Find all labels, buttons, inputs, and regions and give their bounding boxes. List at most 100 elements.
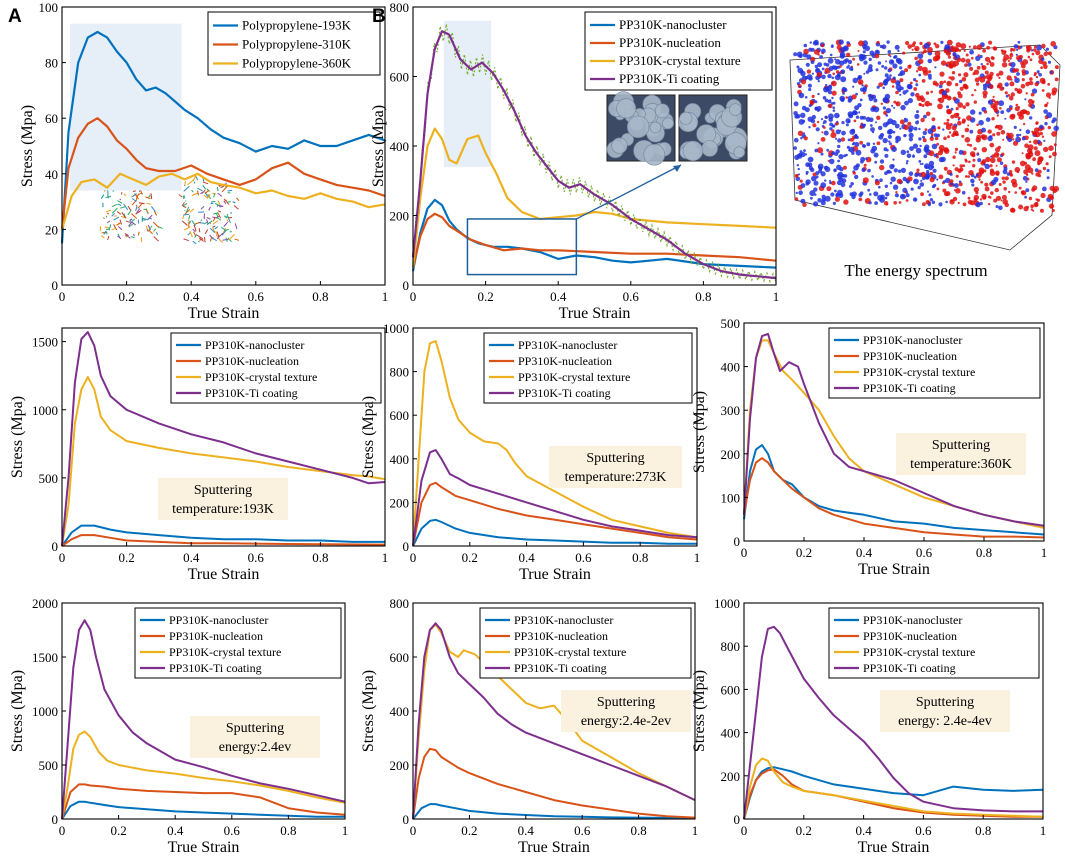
atom-dot [862, 115, 866, 120]
polymer-chain [236, 197, 240, 202]
x-axis-label: True Strain [188, 566, 260, 583]
atom-dot [1000, 199, 1003, 202]
atom-dot [880, 194, 885, 200]
atom-dot [1034, 127, 1040, 133]
polymer-chain [198, 237, 204, 242]
atom-dot [850, 182, 854, 186]
atom-dot [950, 199, 954, 203]
polymer-chain [152, 231, 155, 233]
atom-dot [945, 177, 951, 183]
atom-dot [1020, 63, 1026, 69]
atom-dot [932, 168, 937, 173]
x-tick-label: 1 [342, 823, 349, 838]
atom-dot [848, 146, 855, 153]
atom-dot [1004, 176, 1009, 181]
atom-dot [923, 49, 927, 53]
atom-dot [936, 187, 940, 191]
legend-entry: PP310K-Ti coating [205, 386, 298, 400]
atom-dot [818, 166, 822, 170]
atom-dot [979, 173, 982, 176]
x-axis-label: True Strain [188, 305, 260, 322]
x-tick-label: 0.6 [574, 823, 591, 838]
polymer-chain [153, 210, 158, 216]
y-tick-label: 500 [39, 758, 59, 773]
atom-dot [981, 159, 987, 164]
atom-dot [936, 133, 940, 138]
atom-dot [1019, 128, 1022, 132]
annotation-line: energy:2.4ev [219, 740, 291, 755]
atom-dot [917, 185, 921, 190]
polymer-chain [228, 234, 235, 241]
atom-dot [914, 172, 919, 178]
polymer-chain [212, 227, 216, 233]
atom-dot [894, 44, 900, 50]
atom-dot [996, 114, 999, 117]
atom-dot [973, 186, 979, 193]
atom-dot [809, 41, 812, 44]
atom-dot [928, 70, 932, 74]
x-tick-label: 0.2 [110, 823, 126, 838]
atom-dot [918, 160, 922, 163]
atom-dot [1026, 205, 1029, 209]
atom-dot [916, 110, 919, 114]
polymer-chain [185, 206, 190, 213]
polymer-chain [150, 206, 156, 212]
atom-dot [811, 94, 815, 98]
polymer-chain [223, 198, 230, 205]
y-tick-label: 0 [403, 278, 410, 293]
atom-dot [959, 86, 964, 91]
x-tick-label: 0.6 [224, 823, 241, 838]
atom-dot [1015, 103, 1019, 107]
panel-letter-a: A [8, 6, 22, 27]
polymer-chain [212, 216, 216, 222]
atom-dot [1048, 145, 1054, 151]
atom-dot [811, 72, 815, 75]
y-tick-label: 40 [45, 167, 58, 182]
polymer-chain [214, 226, 218, 230]
atom-dot [999, 86, 1004, 91]
atom-dot [810, 196, 813, 200]
atom-dot [894, 123, 900, 129]
atom-dot [920, 192, 924, 197]
atom-dot [950, 114, 955, 119]
atom-dot [868, 57, 872, 62]
polymer-chain [198, 222, 205, 224]
atom-dot [820, 118, 824, 121]
atom-dot [998, 76, 1001, 79]
polymer-chain [113, 216, 120, 221]
atom-dot [796, 164, 799, 167]
atom-dot [1003, 166, 1008, 171]
atom-dot [811, 175, 817, 182]
atom-dot [988, 75, 993, 80]
series-line-yellow [60, 172, 386, 230]
legend-entry: PP310K-Ti coating [619, 71, 720, 86]
legend-box [828, 607, 1040, 679]
atom-dot [801, 119, 806, 124]
atom-dot [1021, 190, 1027, 196]
atom-dot [945, 121, 950, 126]
atom-dot [968, 170, 974, 176]
x-tick-label: 0.8 [312, 550, 328, 565]
atom-dot [1032, 131, 1037, 136]
atom-dot [994, 101, 999, 106]
polymer-chain [189, 208, 195, 213]
atom-dot [905, 199, 909, 202]
axes-box [61, 6, 386, 286]
y-tick-label: 200 [721, 769, 741, 784]
polymer-chain [182, 196, 186, 198]
atom-dot [868, 201, 872, 205]
x-tick-label: 0 [59, 823, 66, 838]
atom-dot [852, 57, 855, 61]
atom-dot [814, 100, 818, 104]
atom-dot [940, 40, 944, 45]
atom-dot [863, 163, 867, 167]
axes-box [743, 602, 1044, 820]
grain [662, 117, 674, 130]
legend-entry: PP310K-Ti coating [169, 661, 262, 675]
polymer-chain [127, 209, 132, 216]
polymer-chain [187, 179, 194, 186]
atom-dot [1009, 173, 1014, 177]
atom-dot [1042, 166, 1047, 171]
atom-dot [1018, 204, 1024, 210]
atom-dot [806, 69, 812, 74]
